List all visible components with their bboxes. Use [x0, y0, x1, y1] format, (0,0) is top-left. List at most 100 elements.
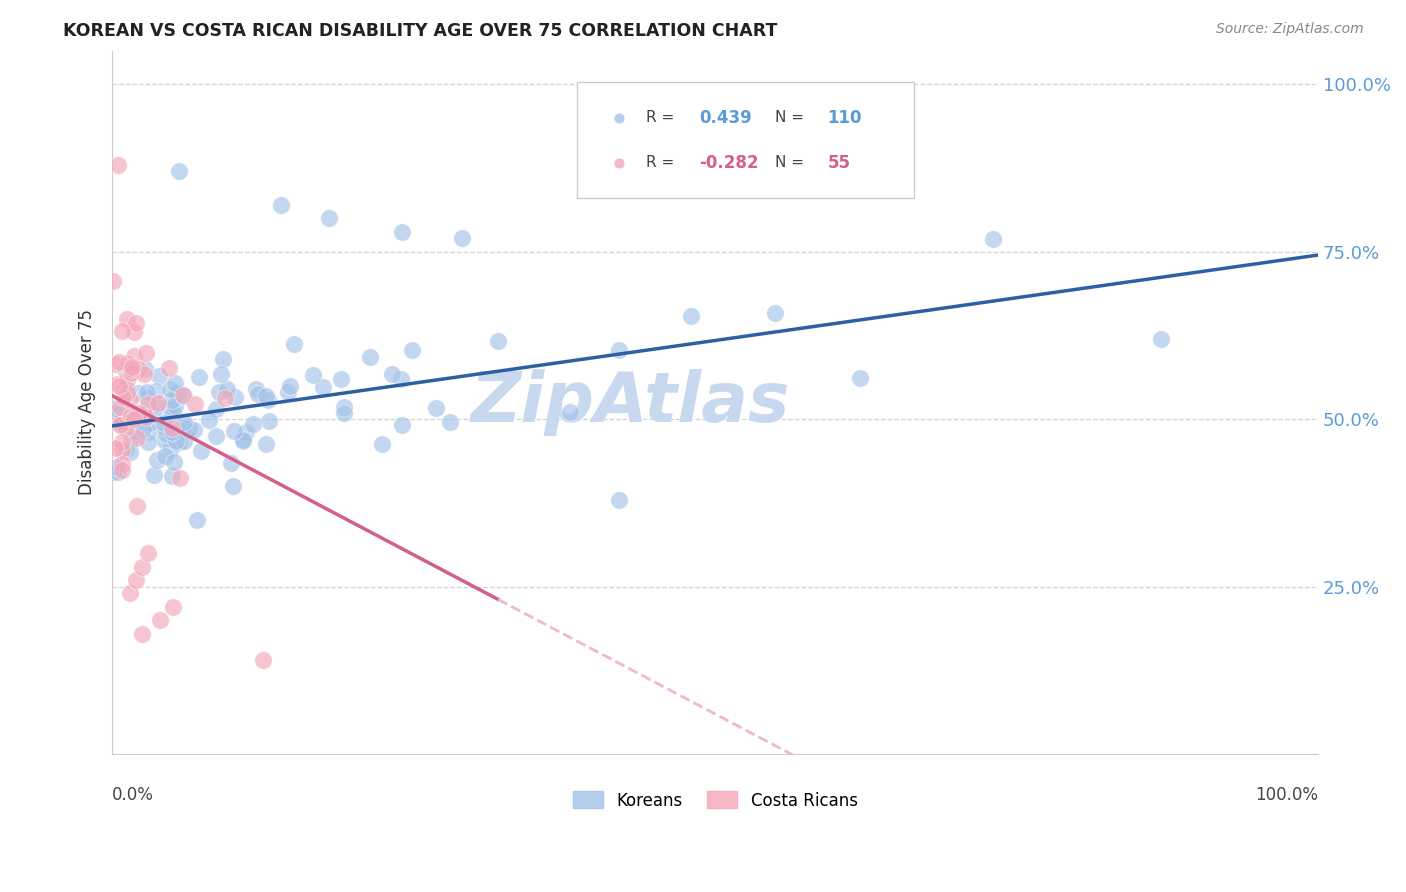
Legend: Koreans, Costa Ricans: Koreans, Costa Ricans — [567, 785, 865, 816]
Point — [115, 311, 138, 326]
Point — [173, 389, 195, 403]
Point — [124, 418, 146, 433]
Point — [131, 626, 153, 640]
Point — [103, 465, 125, 479]
Point — [162, 599, 184, 614]
Point — [209, 367, 232, 381]
Point — [391, 372, 413, 386]
Point — [149, 613, 172, 627]
Point — [187, 370, 209, 384]
Point — [120, 409, 142, 424]
Point — [117, 415, 139, 429]
Point — [163, 455, 186, 469]
Point — [146, 398, 169, 412]
Point — [302, 368, 325, 383]
Point — [131, 559, 153, 574]
Point — [104, 357, 127, 371]
Point — [108, 400, 131, 414]
Point — [159, 401, 181, 416]
Point — [110, 417, 132, 431]
Point — [451, 231, 474, 245]
Point — [607, 492, 630, 507]
Point — [155, 426, 177, 441]
Point — [108, 413, 131, 427]
Point — [765, 306, 787, 320]
Point — [254, 389, 277, 403]
FancyBboxPatch shape — [576, 82, 914, 198]
Point — [107, 465, 129, 479]
Point — [173, 415, 195, 429]
Point — [110, 414, 132, 428]
Point — [136, 434, 159, 449]
Point — [159, 382, 181, 396]
Point — [169, 470, 191, 484]
Point — [162, 406, 184, 420]
Point — [329, 371, 352, 385]
Point — [114, 384, 136, 398]
Text: Source: ZipAtlas.com: Source: ZipAtlas.com — [1216, 22, 1364, 37]
Point — [173, 420, 195, 434]
Text: 100.0%: 100.0% — [1256, 786, 1319, 804]
Point — [145, 384, 167, 398]
Point — [138, 425, 160, 439]
Point — [105, 459, 128, 474]
Point — [111, 325, 134, 339]
Point — [139, 417, 162, 431]
Point — [134, 368, 156, 382]
Text: R =: R = — [647, 111, 675, 126]
Point — [152, 433, 174, 447]
Point — [153, 416, 176, 430]
Point — [256, 393, 278, 408]
Point — [246, 386, 269, 401]
Point — [118, 392, 141, 407]
Point — [135, 345, 157, 359]
Point — [312, 380, 335, 394]
Point — [111, 434, 134, 449]
Point — [166, 386, 188, 401]
Point — [142, 408, 165, 422]
Point — [254, 437, 277, 451]
Point — [115, 373, 138, 387]
Point — [259, 414, 281, 428]
Point — [103, 274, 125, 288]
Point — [198, 413, 221, 427]
Point — [108, 379, 131, 393]
Point — [143, 468, 166, 483]
Point — [127, 415, 149, 429]
Text: N =: N = — [776, 155, 804, 170]
Point — [371, 436, 394, 450]
Point — [849, 370, 872, 384]
Point — [283, 337, 305, 351]
Point — [153, 420, 176, 434]
Point — [157, 361, 180, 376]
Point — [104, 441, 127, 455]
Point — [235, 425, 257, 440]
Point — [125, 316, 148, 330]
Point — [167, 164, 190, 178]
Point — [169, 435, 191, 450]
Point — [122, 349, 145, 363]
Point — [270, 198, 292, 212]
Point — [224, 424, 246, 438]
Point — [359, 351, 381, 365]
Point — [108, 417, 131, 432]
Y-axis label: Disability Age Over 75: Disability Age Over 75 — [79, 310, 96, 495]
Point — [222, 479, 245, 493]
Point — [332, 406, 354, 420]
Point — [107, 158, 129, 172]
Point — [146, 396, 169, 410]
Point — [115, 442, 138, 456]
Point — [132, 422, 155, 436]
Point — [560, 405, 582, 419]
Point — [122, 412, 145, 426]
Point — [607, 184, 630, 198]
Point — [318, 211, 340, 226]
Point — [486, 334, 509, 348]
Point — [1150, 332, 1173, 346]
Point — [111, 443, 134, 458]
Point — [114, 421, 136, 435]
Point — [165, 434, 187, 449]
Point — [115, 385, 138, 400]
Point — [120, 361, 142, 376]
Point — [127, 385, 149, 400]
